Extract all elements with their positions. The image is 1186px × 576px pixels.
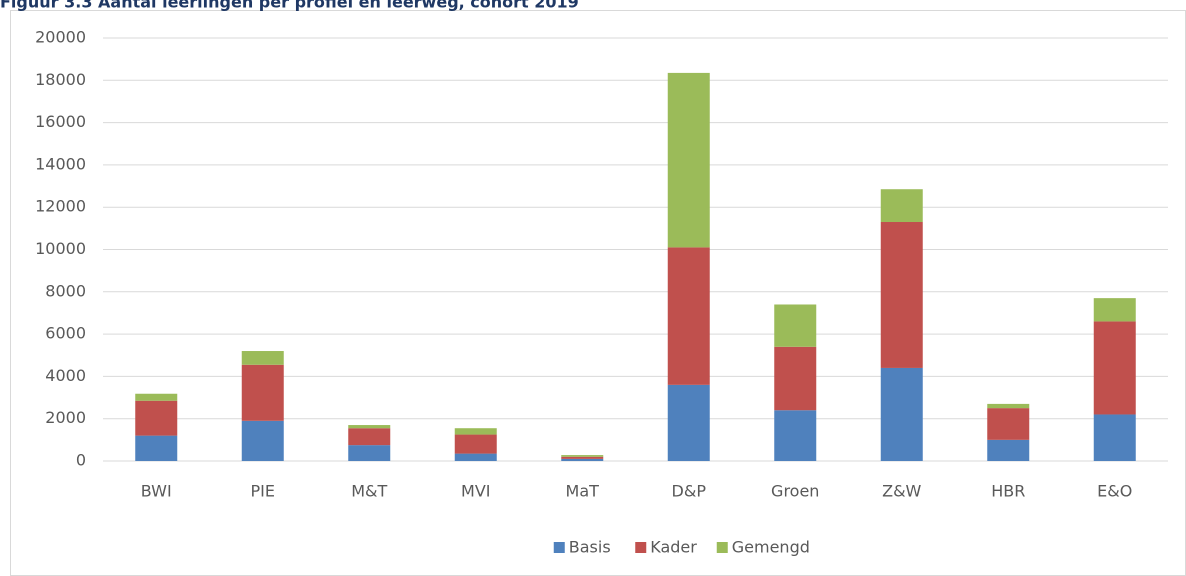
y-tick-label: 12000 [35,197,86,216]
y-tick-label: 2000 [45,408,86,427]
x-tick-label: M&T [351,482,387,501]
x-tick-label: MaT [566,482,600,501]
chart-title: Figuur 3.3 Aantal leerlingen per profiel… [0,0,579,12]
bar-segment [135,393,178,401]
bar-segment [241,420,284,461]
y-tick-label: 8000 [45,281,86,300]
x-tick-label: HBR [991,482,1025,501]
bar-segment [987,408,1030,440]
legend-label: Kader [650,538,697,557]
bar-segment [774,346,817,411]
y-tick-label: 6000 [45,324,86,343]
legend-swatch [716,542,728,553]
bar-segment [774,304,817,347]
y-tick-label: 18000 [35,70,86,89]
y-tick-label: 14000 [35,154,86,173]
bar-segment [987,403,1030,409]
bar-segment [348,428,391,446]
chart-frame [10,10,1186,576]
bar-segment [454,428,497,435]
bar-segment [1093,321,1136,415]
bar-segment [880,189,923,223]
x-tick-label: PIE [251,482,275,501]
y-tick-label: 4000 [45,366,86,385]
y-tick-label: 20000 [35,28,86,47]
bar-segment [667,384,710,461]
bar-segment [561,458,604,461]
bar-segment [880,367,923,461]
y-tick-label: 16000 [35,112,86,131]
bar-segment [348,445,391,461]
x-tick-label: Groen [771,482,819,501]
bar-segment [348,425,391,429]
bar-segment [774,410,817,461]
x-tick-label: Z&W [882,482,921,501]
y-tick-label: 0 [76,451,86,470]
bar-segment [880,222,923,368]
legend-label: Gemengd [732,538,810,557]
bar-segment [667,72,710,248]
bar-segment [561,456,604,459]
bar-segment [561,455,604,457]
bar-segment [241,364,284,421]
x-tick-label: D&P [672,482,707,501]
x-tick-label: BWI [141,482,172,501]
bar-segment [135,400,178,436]
bar-segment [135,435,178,461]
x-tick-label: E&O [1097,482,1132,501]
legend-label: Basis [569,538,611,557]
bar-segment [1093,298,1136,322]
legend-swatch [635,542,647,553]
bar-segment [1093,414,1136,461]
legend-swatch [553,542,565,553]
bar-segment [241,351,284,365]
bar-segment [987,439,1030,461]
x-tick-label: MVI [461,482,490,501]
bar-segment [454,453,497,461]
bar-segment [454,434,497,454]
bar-segment [667,247,710,385]
y-tick-label: 10000 [35,239,86,258]
